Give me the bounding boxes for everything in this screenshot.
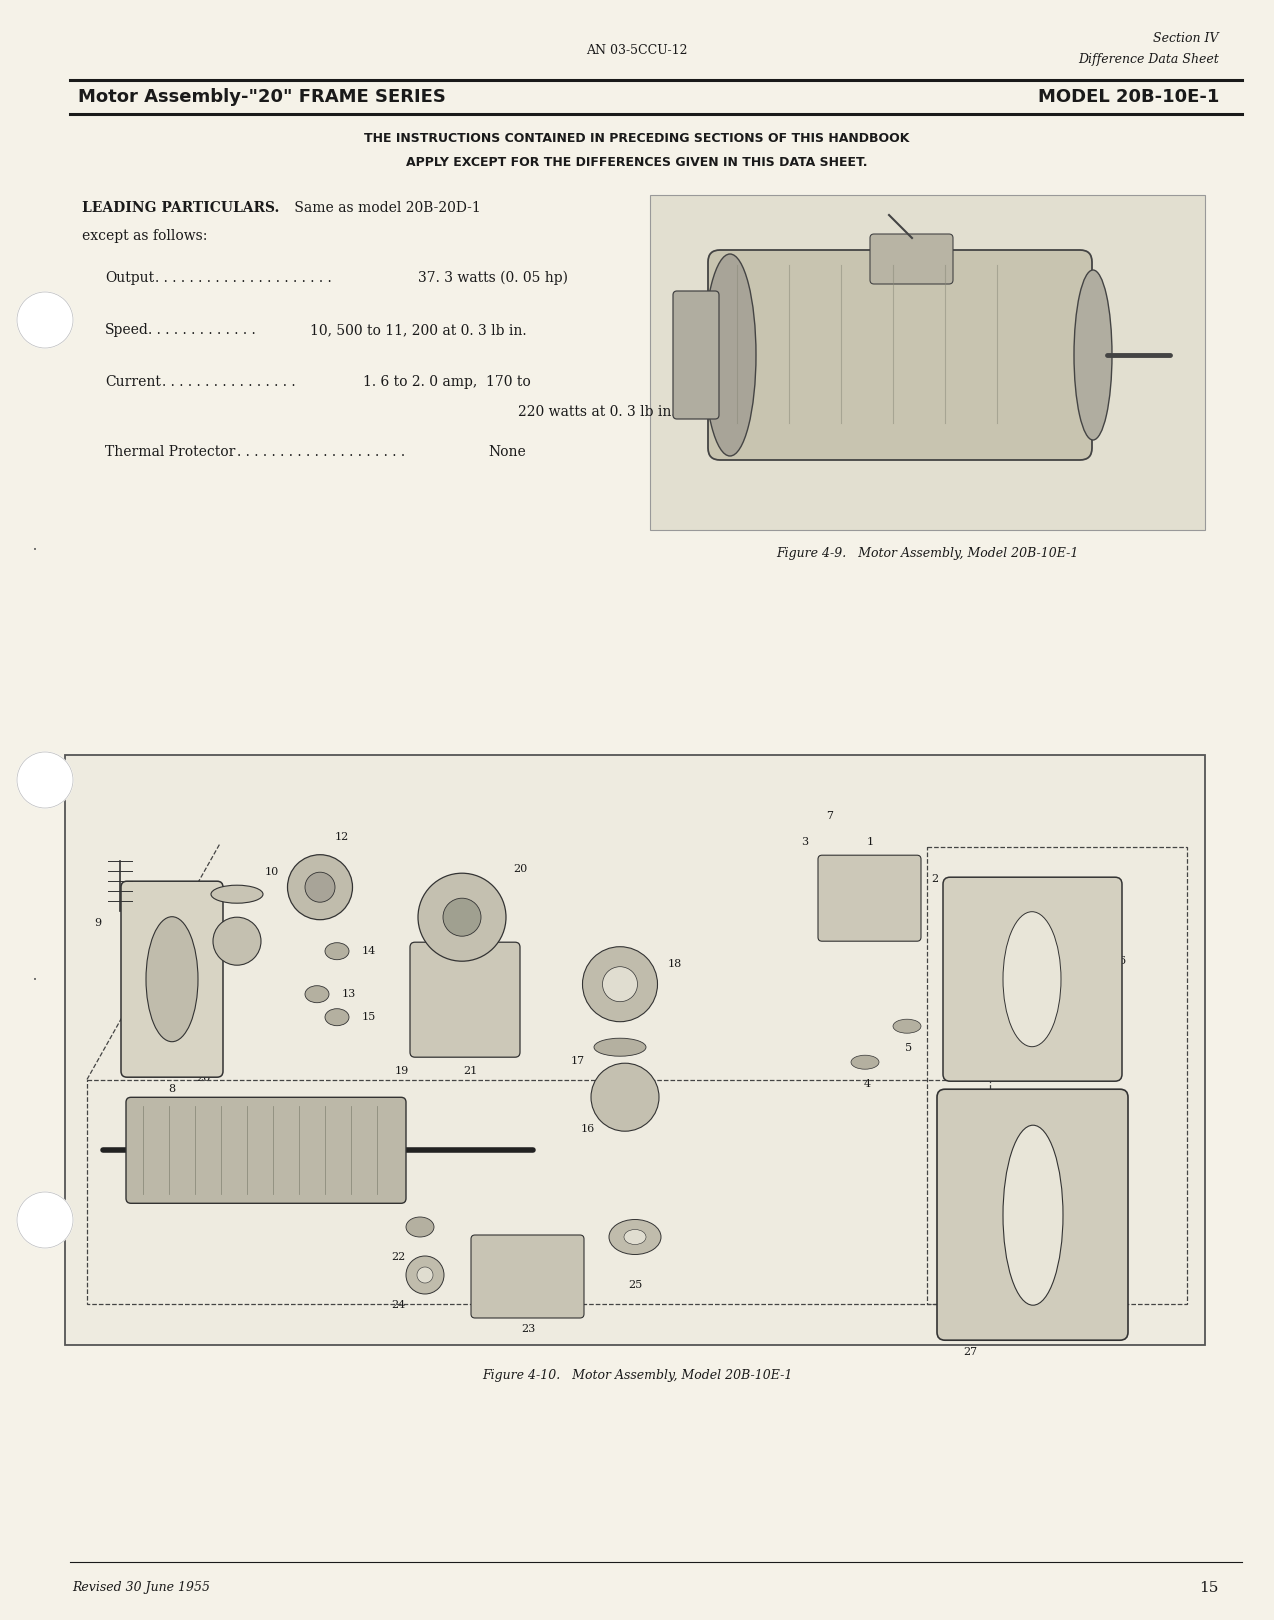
Ellipse shape <box>304 985 329 1003</box>
Text: 24: 24 <box>391 1299 405 1311</box>
Text: 21: 21 <box>462 1066 478 1076</box>
Text: 15: 15 <box>362 1012 376 1022</box>
Bar <box>87 1079 990 1304</box>
FancyBboxPatch shape <box>65 755 1205 1345</box>
Text: 7: 7 <box>827 812 833 821</box>
Ellipse shape <box>603 967 637 1001</box>
Text: 9: 9 <box>94 919 102 928</box>
Text: Difference Data Sheet: Difference Data Sheet <box>1078 53 1219 66</box>
Text: Output: Output <box>104 271 154 285</box>
Text: •: • <box>33 548 37 552</box>
Text: 37. 3 watts (0. 05 hp): 37. 3 watts (0. 05 hp) <box>418 271 568 285</box>
Text: 27: 27 <box>963 1348 977 1358</box>
Text: 23: 23 <box>521 1324 535 1333</box>
Circle shape <box>17 752 73 808</box>
Ellipse shape <box>443 897 482 936</box>
Text: 20: 20 <box>513 863 527 875</box>
Text: 13: 13 <box>341 990 357 1000</box>
Text: MODEL 20B-10E-1: MODEL 20B-10E-1 <box>1037 87 1219 105</box>
Ellipse shape <box>624 1230 646 1244</box>
Text: 6: 6 <box>1119 956 1125 966</box>
Text: AN 03-5CCU-12: AN 03-5CCU-12 <box>586 44 688 57</box>
FancyBboxPatch shape <box>650 194 1205 530</box>
Text: Current: Current <box>104 374 161 389</box>
Ellipse shape <box>325 1009 349 1025</box>
Text: 12: 12 <box>335 833 349 842</box>
Ellipse shape <box>213 917 261 966</box>
Ellipse shape <box>851 1055 879 1069</box>
Text: Motor Assembly-"20" FRAME SERIES: Motor Assembly-"20" FRAME SERIES <box>78 87 446 105</box>
Text: 10: 10 <box>265 867 279 876</box>
Ellipse shape <box>406 1217 434 1238</box>
Text: Same as model 20B-20D-1: Same as model 20B-20D-1 <box>290 201 480 215</box>
Ellipse shape <box>406 1256 445 1294</box>
Text: 220 watts at 0. 3 lb in.: 220 watts at 0. 3 lb in. <box>517 405 675 420</box>
FancyBboxPatch shape <box>870 233 953 284</box>
Text: except as follows:: except as follows: <box>82 228 208 243</box>
Text: . . . . . . . . . . . . . . . .: . . . . . . . . . . . . . . . . <box>163 374 296 389</box>
Circle shape <box>17 292 73 348</box>
Text: Section IV: Section IV <box>1153 31 1219 44</box>
Ellipse shape <box>288 855 353 920</box>
Ellipse shape <box>582 946 657 1022</box>
Text: 1. 6 to 2. 0 amp,  170 to: 1. 6 to 2. 0 amp, 170 to <box>363 374 530 389</box>
Text: . . . . . . . . . . . . .: . . . . . . . . . . . . . <box>148 322 255 337</box>
Text: 18: 18 <box>668 959 682 969</box>
Text: None: None <box>488 446 526 458</box>
Text: 5: 5 <box>906 1043 912 1053</box>
Text: 16: 16 <box>581 1124 595 1134</box>
Text: 17: 17 <box>571 1056 585 1066</box>
Text: Speed: Speed <box>104 322 149 337</box>
FancyBboxPatch shape <box>673 292 719 420</box>
Text: LEADING PARTICULARS.: LEADING PARTICULARS. <box>82 201 279 215</box>
Text: 10, 500 to 11, 200 at 0. 3 lb in.: 10, 500 to 11, 200 at 0. 3 lb in. <box>310 322 526 337</box>
FancyBboxPatch shape <box>818 855 921 941</box>
Text: 26: 26 <box>196 1074 210 1084</box>
Text: Figure 4-9.   Motor Assembly, Model 20B-10E-1: Figure 4-9. Motor Assembly, Model 20B-10… <box>776 548 1079 561</box>
Text: 14: 14 <box>362 946 376 956</box>
Text: 4: 4 <box>864 1079 870 1089</box>
FancyBboxPatch shape <box>126 1097 406 1204</box>
Ellipse shape <box>705 254 755 455</box>
Text: . . . . . . . . . . . . . . . . . . . .: . . . . . . . . . . . . . . . . . . . . <box>237 446 405 458</box>
Ellipse shape <box>1003 1126 1063 1306</box>
FancyBboxPatch shape <box>708 249 1092 460</box>
Ellipse shape <box>417 1267 433 1283</box>
Text: 11: 11 <box>187 944 203 954</box>
Text: Thermal Protector: Thermal Protector <box>104 446 236 458</box>
Ellipse shape <box>1003 912 1061 1047</box>
Text: APPLY EXCEPT FOR THE DIFFERENCES GIVEN IN THIS DATA SHEET.: APPLY EXCEPT FOR THE DIFFERENCES GIVEN I… <box>406 156 868 168</box>
Text: 25: 25 <box>628 1280 642 1290</box>
Text: 19: 19 <box>395 1066 409 1076</box>
Ellipse shape <box>609 1220 661 1254</box>
FancyBboxPatch shape <box>410 943 520 1058</box>
Text: 22: 22 <box>391 1252 405 1262</box>
Text: 3: 3 <box>801 838 809 847</box>
Bar <box>927 847 1187 1304</box>
Ellipse shape <box>211 885 262 904</box>
Text: . . . . . . . . . . . . . . . . . . . . .: . . . . . . . . . . . . . . . . . . . . … <box>155 271 331 285</box>
Circle shape <box>17 1192 73 1247</box>
FancyBboxPatch shape <box>943 876 1122 1081</box>
Ellipse shape <box>893 1019 921 1034</box>
Text: 8: 8 <box>168 1084 176 1094</box>
FancyBboxPatch shape <box>936 1089 1127 1340</box>
FancyBboxPatch shape <box>471 1234 583 1319</box>
Text: •: • <box>33 977 37 983</box>
Text: THE INSTRUCTIONS CONTAINED IN PRECEDING SECTIONS OF THIS HANDBOOK: THE INSTRUCTIONS CONTAINED IN PRECEDING … <box>364 131 910 144</box>
Ellipse shape <box>147 917 197 1042</box>
Ellipse shape <box>1074 271 1112 441</box>
Ellipse shape <box>591 1063 659 1131</box>
Text: 15: 15 <box>1200 1581 1219 1596</box>
FancyBboxPatch shape <box>121 881 223 1077</box>
Text: Revised 30 June 1955: Revised 30 June 1955 <box>73 1581 210 1594</box>
Ellipse shape <box>304 872 335 902</box>
Text: 2: 2 <box>931 875 939 885</box>
Ellipse shape <box>325 943 349 959</box>
Ellipse shape <box>594 1038 646 1056</box>
Ellipse shape <box>418 873 506 961</box>
Text: 1: 1 <box>866 838 874 847</box>
Text: Figure 4-10.   Motor Assembly, Model 20B-10E-1: Figure 4-10. Motor Assembly, Model 20B-1… <box>482 1369 792 1382</box>
